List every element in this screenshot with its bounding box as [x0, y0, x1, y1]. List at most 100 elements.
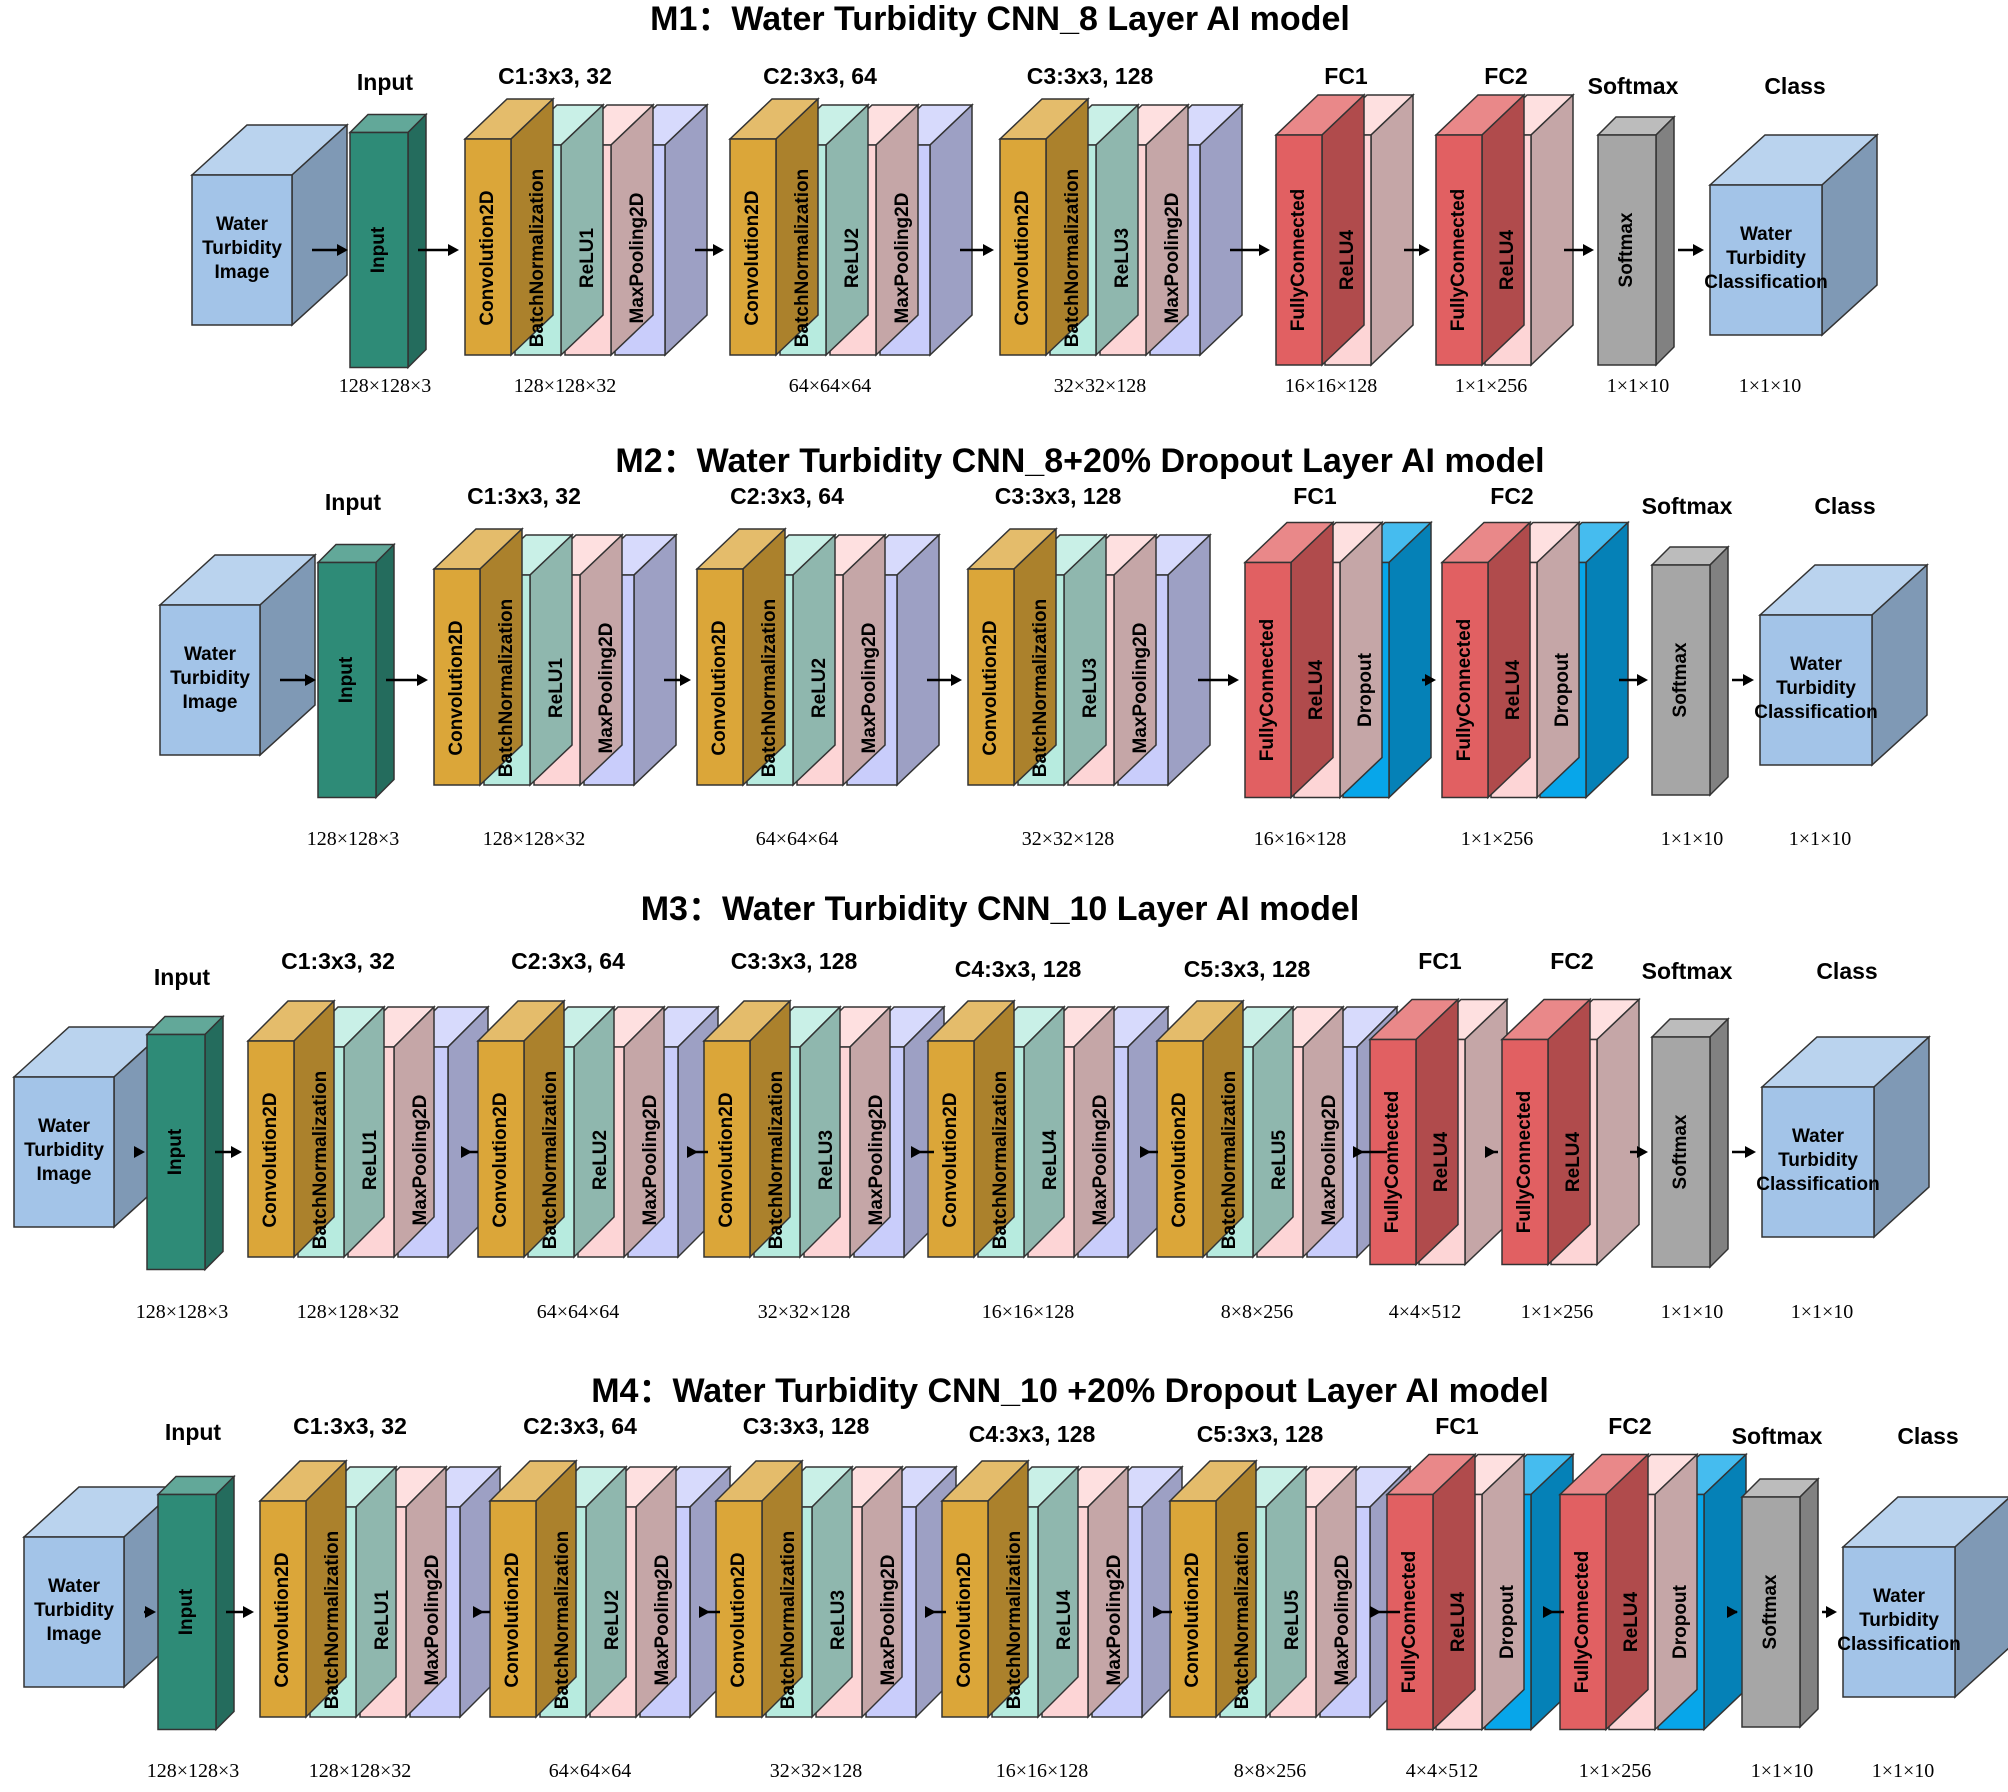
layer-label: ReLU4	[1448, 1591, 1469, 1652]
conv-group-2: C2:3x3, 64 Convolution2D BatchNormalizatio…	[476, 948, 720, 1323]
layer-label: BatchNormalization	[792, 169, 813, 347]
input-image-label: Water	[216, 214, 269, 235]
conv-group-header: C1:3x3, 32	[293, 1413, 407, 1439]
output-class-label: Classification	[1704, 272, 1828, 293]
layer-fullyconnected	[1434, 93, 1526, 367]
box-side-face	[1464, 997, 1508, 1267]
layer-label: FullyConnected	[1399, 1551, 1420, 1694]
box-front-face	[1842, 1546, 1956, 1698]
layer-fullyconnected	[1500, 997, 1592, 1267]
arrow-into-conv-group	[1140, 1146, 1158, 1158]
box-side-face	[1709, 545, 1729, 797]
layer-label: ReLU4	[1337, 229, 1358, 290]
softmax-header: Softmax	[1642, 493, 1733, 519]
input-block-label: Input	[165, 1128, 186, 1175]
class-header: Class	[1814, 493, 1875, 519]
layer-label: ReLU3	[1080, 658, 1101, 718]
layer-convolution2d	[463, 97, 555, 357]
arrow-into-conv-group	[699, 1606, 720, 1618]
layer-fullyconnected	[1558, 1452, 1650, 1732]
box-front-face	[1501, 1038, 1549, 1266]
layer-label: Dropout	[1497, 1584, 1518, 1659]
box-front-face	[1169, 1500, 1217, 1718]
fc-group-header: FC2	[1490, 483, 1533, 509]
conv-group-5: C5:3x3, 128 Convolution2D BatchNormalizati…	[1168, 1421, 1412, 1782]
box-front-face	[247, 1040, 295, 1258]
box-side-face	[204, 1014, 224, 1272]
box-front-face	[999, 138, 1047, 356]
model-1: M1：Water Turbidity CNN_8 Layer AI model W…	[190, 0, 1879, 397]
layer-label: ReLU1	[577, 227, 598, 288]
fc-group-header: FC1	[1418, 948, 1462, 974]
box-front-face	[1435, 134, 1483, 366]
layer-convolution2d	[714, 1459, 804, 1719]
layer-label: FullyConnected	[1257, 619, 1278, 762]
input-image-cube	[158, 553, 317, 757]
box-front-face	[433, 568, 481, 786]
conv-group-dim: 32×32×128	[758, 1301, 851, 1323]
layer-label: MaxPooling2D	[627, 193, 648, 324]
layer-label: Convolution2D	[1012, 190, 1033, 325]
softmax-block-label: Softmax	[1670, 642, 1691, 717]
layer-label: ReLU4	[1563, 1131, 1584, 1192]
fc-group-dim: 1×1×256	[1455, 375, 1528, 397]
layer-convolution2d	[728, 97, 820, 357]
input-image-label: Image	[47, 1624, 102, 1645]
input-image-label: Turbidity	[202, 238, 282, 259]
layer-label: Convolution2D	[1182, 1552, 1203, 1687]
output-class-label: Classification	[1837, 1634, 1961, 1655]
conv-group-header: C5:3x3, 128	[1197, 1421, 1324, 1447]
output-class-label: Water	[1790, 654, 1843, 675]
layer-label: Convolution2D	[728, 1552, 749, 1687]
box-front-face	[927, 1040, 975, 1258]
box-side-face	[1703, 1452, 1747, 1732]
layer-label: MaxPooling2D	[410, 1095, 431, 1226]
softmax-dim: 1×1×10	[1661, 828, 1724, 850]
layer-label: BatchNormalization	[1030, 599, 1051, 777]
class-header: Class	[1764, 73, 1825, 99]
box-front-face	[1441, 561, 1489, 799]
output-class-label: Water	[1873, 1586, 1926, 1607]
box-front-face	[1597, 134, 1657, 366]
layer-label: Convolution2D	[272, 1552, 293, 1687]
box-front-face	[157, 1493, 217, 1731]
fc-group-dim: 1×1×256	[1461, 828, 1534, 850]
layer-label: ReLU2	[590, 1130, 611, 1190]
box-front-face	[1156, 1040, 1204, 1258]
box-side-face	[1370, 93, 1414, 367]
box-front-face	[696, 568, 744, 786]
conv-group-header: C1:3x3, 32	[281, 948, 395, 974]
arrow-image-to-input	[144, 1606, 156, 1618]
class-header: Class	[1897, 1423, 1958, 1449]
box-front-face	[489, 1500, 537, 1718]
box-side-face	[664, 103, 708, 357]
box-front-face	[729, 138, 777, 356]
box-front-face	[1759, 614, 1873, 766]
layer-label: BatchNormalization	[540, 1071, 561, 1249]
layer-label: ReLU5	[1282, 1589, 1303, 1650]
box-side-face	[1709, 1017, 1729, 1269]
layer-label: Dropout	[1355, 652, 1376, 727]
arrow-into-class	[1732, 674, 1754, 686]
arrow-into-softmax	[1619, 674, 1648, 686]
input-image-cube	[190, 123, 349, 327]
fc-group-2: FC2 FullyConnected ReLU4 1×1×256	[1434, 63, 1575, 397]
layer-label: MaxPooling2D	[866, 1095, 887, 1226]
input-image-label: Water	[38, 1116, 91, 1137]
softmax-block-label: Softmax	[1760, 1574, 1781, 1649]
layer-label: FullyConnected	[1288, 189, 1309, 332]
layer-label: MaxPooling2D	[892, 193, 913, 324]
box-front-face	[259, 1500, 307, 1718]
output-class-label: Turbidity	[1726, 248, 1806, 269]
box-side-face	[407, 112, 427, 370]
layer-label: Convolution2D	[716, 1092, 737, 1227]
conv-group-header: C2:3x3, 64	[511, 948, 625, 974]
input-image-label: Water	[184, 644, 237, 665]
conv-group-dim: 128×128×32	[483, 828, 586, 850]
layer-convolution2d	[258, 1459, 348, 1719]
fc-group-header: FC1	[1324, 63, 1368, 89]
layer-label: ReLU4	[1054, 1589, 1075, 1650]
arrow-into-conv-group	[960, 244, 994, 256]
layer-label: MaxPooling2D	[1130, 623, 1151, 754]
